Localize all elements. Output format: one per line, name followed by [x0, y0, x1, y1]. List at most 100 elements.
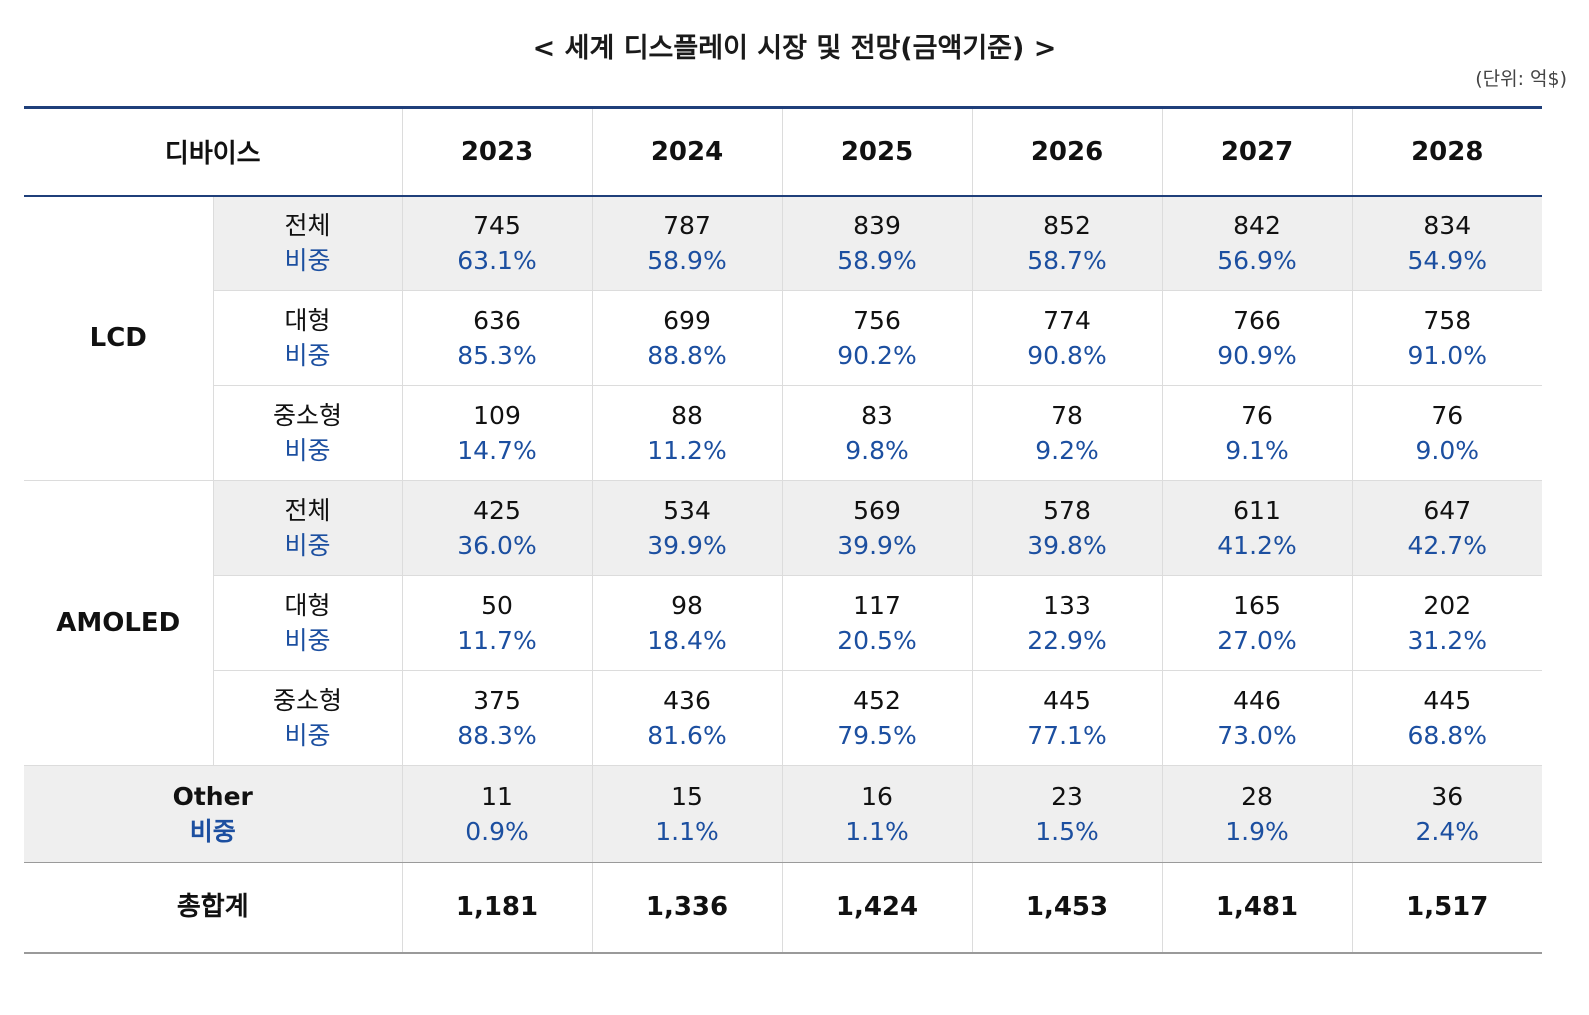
share: 79.5% [837, 721, 917, 750]
value: 452 [853, 686, 901, 715]
value: 647 [1423, 496, 1472, 525]
share: 1.9% [1225, 817, 1289, 846]
header-row: 디바이스 2023 2024 2025 2026 2027 2028 [24, 106, 1542, 197]
share: 85.3% [457, 341, 537, 370]
row-label: 전체 [284, 496, 331, 525]
value-cell: 842 56.9% [1161, 195, 1352, 291]
row-label: 중소형 [272, 686, 342, 715]
row-label: 대형 [284, 306, 331, 335]
share: 39.9% [647, 531, 727, 560]
value: 50 [481, 591, 513, 620]
share: 42.7% [1407, 531, 1487, 560]
value: 839 [853, 211, 901, 241]
value: 98 [671, 591, 703, 620]
share: 9.8% [845, 436, 909, 465]
value-cell: 534 39.9% [591, 480, 782, 576]
share: 73.0% [1217, 721, 1297, 750]
share: 68.8% [1407, 721, 1487, 750]
device-header: 디바이스 [24, 106, 402, 197]
share: 58.7% [1027, 246, 1107, 276]
value: 117 [853, 591, 901, 620]
group-row: 대형 비중 636 85.3% 699 88.8% 756 90.2% 774 90.8% 766 9… [24, 290, 1542, 386]
value-cell: 445 68.8% [1351, 670, 1542, 766]
value-cell: 452 79.5% [781, 670, 972, 766]
value: 28 [1241, 782, 1273, 811]
group-row: 중소형 비중 375 88.3% 436 81.6% 452 79.5% 445 77.1% 446… [24, 670, 1542, 766]
share: 91.0% [1407, 341, 1487, 370]
value: 11 [481, 782, 513, 811]
share: 58.9% [647, 246, 727, 276]
value: 611 [1233, 496, 1281, 525]
other-cell: 15 1.1% [591, 765, 782, 863]
year-header: 2023 [401, 106, 592, 197]
value-cell: 766 90.9% [1161, 290, 1352, 386]
share: 77.1% [1027, 721, 1107, 750]
other-cell: 16 1.1% [781, 765, 972, 863]
group-row: 대형 비중 50 11.7% 98 18.4% 117 20.5% 133 22.9% 165 27.… [24, 575, 1542, 671]
share: 1.1% [845, 817, 909, 846]
share: 39.9% [837, 531, 917, 560]
share-label: 비중 [189, 817, 236, 846]
value-cell: 375 88.3% [401, 670, 592, 766]
group-row: AMOLED 전체 비중 425 36.0% 534 39.9% 569 39.9% 578 39.… [24, 480, 1542, 766]
value: 774 [1043, 306, 1091, 335]
row-label-cell: 전체 비중 [212, 480, 402, 576]
value-cell: 78 9.2% [971, 385, 1162, 481]
share: 9.2% [1035, 436, 1099, 465]
value-cell: 756 90.2% [781, 290, 972, 386]
share: 1.1% [655, 817, 719, 846]
group-row: 중소형 비중 109 14.7% 88 11.2% 83 9.8% 78 9.2% 76 9.1% 76… [24, 385, 1542, 481]
share: 90.8% [1027, 341, 1107, 370]
total-cell: 1,453 [971, 862, 1162, 954]
year-header: 2026 [971, 106, 1162, 197]
share: 14.7% [457, 436, 537, 465]
value-cell: 578 39.8% [971, 480, 1162, 576]
value: 109 [473, 401, 521, 430]
value-cell: 425 36.0% [401, 480, 592, 576]
other-cell: 36 2.4% [1351, 765, 1542, 863]
share-label: 비중 [284, 626, 331, 655]
total-label: 총합계 [24, 862, 402, 954]
year-header: 2028 [1351, 106, 1542, 197]
share: 18.4% [647, 626, 727, 655]
group-label: AMOLED [24, 480, 213, 766]
value: 425 [473, 496, 521, 525]
total-cell: 1,517 [1351, 862, 1542, 954]
value-cell: 445 77.1% [971, 670, 1162, 766]
value: 534 [663, 496, 711, 525]
value: 202 [1423, 591, 1472, 620]
value-cell: 109 14.7% [401, 385, 592, 481]
value-cell: 852 58.7% [971, 195, 1162, 291]
other-cell: 28 1.9% [1161, 765, 1352, 863]
year-header: 2027 [1161, 106, 1352, 197]
value-cell: 50 11.7% [401, 575, 592, 671]
table-body: LCD 전체 비중 745 63.1% 787 58.9% 839 58.9% 852 58.7% 8… [24, 195, 1542, 954]
value: 758 [1423, 306, 1472, 335]
value: 375 [473, 686, 521, 715]
total-row: 총합계 1,181 1,336 1,424 1,453 1,481 1,517 [24, 862, 1542, 954]
value-cell: 745 63.1% [401, 195, 592, 291]
value: 445 [1423, 686, 1472, 715]
row-label-cell: 대형 비중 [212, 575, 402, 671]
value-cell: 839 58.9% [781, 195, 972, 291]
value: 756 [853, 306, 901, 335]
value: 636 [473, 306, 521, 335]
value: 76 [1241, 401, 1273, 430]
value: 852 [1043, 211, 1091, 241]
group-row: LCD 전체 비중 745 63.1% 787 58.9% 839 58.9% 852 58.7% 8… [24, 195, 1542, 481]
value-cell: 133 22.9% [971, 575, 1162, 671]
share: 27.0% [1217, 626, 1297, 655]
total-cell: 1,336 [591, 862, 782, 954]
share: 36.0% [457, 531, 537, 560]
unit-note: (단위: 억$) [1475, 68, 1567, 90]
share: 58.9% [837, 246, 917, 276]
share-label: 비중 [284, 246, 331, 276]
row-label-cell: 중소형 비중 [212, 385, 402, 481]
group-label: LCD [24, 195, 213, 481]
value-cell: 647 42.7% [1351, 480, 1542, 576]
share: 41.2% [1217, 531, 1297, 560]
share: 81.6% [647, 721, 727, 750]
share: 2.4% [1415, 817, 1479, 846]
value-cell: 117 20.5% [781, 575, 972, 671]
other-label: Other [172, 782, 253, 811]
